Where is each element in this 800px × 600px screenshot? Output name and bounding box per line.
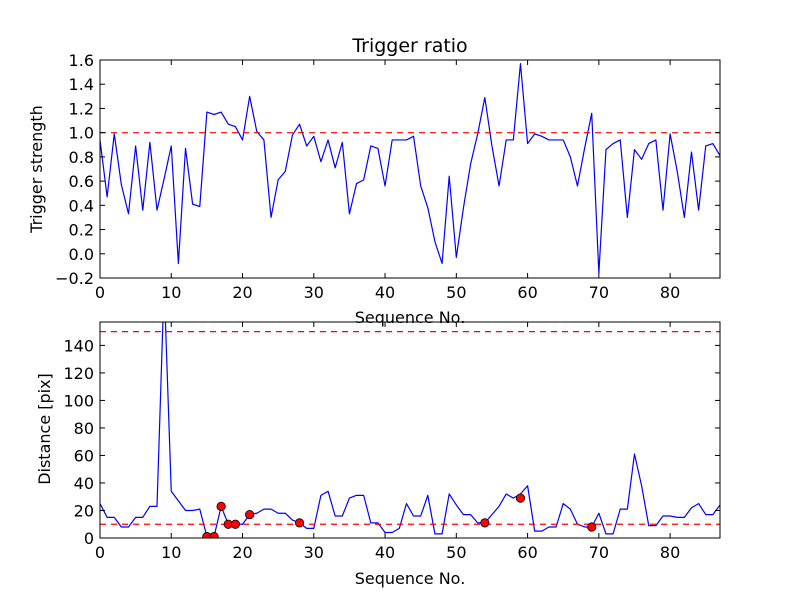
marker-point <box>209 532 219 538</box>
y-tick-label: 140 <box>63 336 94 355</box>
y-tick-label: 0 <box>84 529 94 548</box>
x-tick-label: 0 <box>95 283 105 302</box>
y-tick-label: 120 <box>63 364 94 383</box>
x-tick-label: 60 <box>517 543 537 562</box>
x-tick-label: 20 <box>232 543 252 562</box>
marker-point <box>294 518 305 528</box>
y-tick-label: 1.4 <box>69 75 94 94</box>
marker-point <box>587 522 597 532</box>
marker-point <box>480 518 490 528</box>
y-tick-label: 1.2 <box>69 99 94 118</box>
x-axis-label: Sequence No. <box>355 308 466 327</box>
x-tick-label: 30 <box>304 283 324 302</box>
y-tick-label: −0.2 <box>55 269 94 288</box>
series-line-0 <box>100 63 720 274</box>
marker-point <box>230 519 241 529</box>
x-axis-label: Sequence No. <box>355 569 466 588</box>
y-tick-label: 40 <box>74 474 94 493</box>
y-tick-label: 0.0 <box>69 245 94 264</box>
y-tick-label: 1.0 <box>69 124 94 143</box>
x-tick-label: 80 <box>660 283 680 302</box>
x-tick-label: 50 <box>446 283 466 302</box>
y-tick-label: 1.6 <box>69 51 94 70</box>
x-tick-label: 70 <box>589 543 609 562</box>
marker-point <box>216 501 226 511</box>
x-tick-label: 10 <box>161 283 181 302</box>
trigger-ratio-panel: Trigger ratio Sequence No. Trigger stren… <box>27 35 721 327</box>
x-tick-label: 40 <box>375 283 395 302</box>
x-tick-label: 20 <box>232 283 252 302</box>
y-tick-label: 0.4 <box>69 196 94 215</box>
x-tick-label: 80 <box>660 543 680 562</box>
chart-title: Trigger ratio <box>351 35 467 57</box>
y-axis-label: Distance [pix] <box>35 373 54 485</box>
x-tick-label: 40 <box>375 543 395 562</box>
plot-frame <box>99 321 721 539</box>
x-tick-label: 70 <box>589 283 609 302</box>
x-tick-label: 30 <box>304 543 324 562</box>
marker-point <box>245 510 255 520</box>
plot-frame <box>99 59 721 279</box>
distance-panel: Sequence No. Distance [pix] 0 10 20 30 40 50 6… <box>35 321 721 588</box>
marker-point <box>515 493 526 503</box>
y-tick-label: 60 <box>74 446 94 465</box>
y-tick-label: 100 <box>63 391 94 410</box>
y-tick-label: 0.8 <box>69 148 94 167</box>
x-tick-label: 60 <box>517 283 537 302</box>
y-tick-label: 0.6 <box>69 172 94 191</box>
y-tick-label: 20 <box>74 501 94 520</box>
y-tick-label: 80 <box>74 419 94 438</box>
series-line-0 <box>100 322 720 538</box>
x-tick-label: 50 <box>446 543 466 562</box>
x-tick-label: 0 <box>95 543 105 562</box>
plot-area <box>100 322 720 538</box>
y-tick-label: 0.2 <box>69 221 94 240</box>
x-tick-label: 10 <box>161 543 181 562</box>
y-axis-label: Trigger strength <box>27 105 46 234</box>
plot-area <box>100 63 720 274</box>
